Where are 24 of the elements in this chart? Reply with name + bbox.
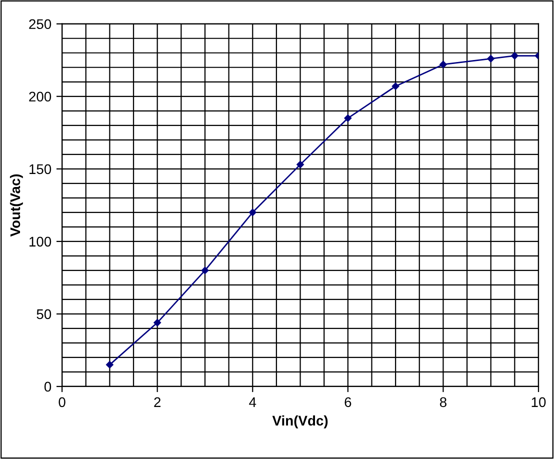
y-tick-label: 150 <box>30 164 52 174</box>
point <box>392 82 400 90</box>
x-tick-label: 2 <box>154 397 160 407</box>
x-tick-label: 4 <box>249 397 256 407</box>
point <box>511 52 518 60</box>
x-tick-label: 8 <box>440 397 446 408</box>
point <box>154 319 161 326</box>
point <box>201 266 209 274</box>
y-tick-label: 0 <box>44 382 52 392</box>
x-tick-label: 0 <box>58 397 66 408</box>
y-axis-title: Vout(Vac) <box>10 174 23 237</box>
point <box>487 55 494 62</box>
y-tick-label: 250 <box>29 19 52 30</box>
x-tick-label: 6 <box>344 397 352 408</box>
x-axis-title: Vin(Vdc) <box>272 415 328 428</box>
y-tick-label: 100 <box>30 236 52 247</box>
point <box>106 361 114 368</box>
point <box>440 60 447 68</box>
x-tick-label: 10 <box>532 397 546 408</box>
point <box>248 208 256 216</box>
y-tick-label: 50 <box>36 309 52 320</box>
y-tick-label: 200 <box>29 92 52 102</box>
point <box>296 160 304 168</box>
point <box>344 114 352 122</box>
